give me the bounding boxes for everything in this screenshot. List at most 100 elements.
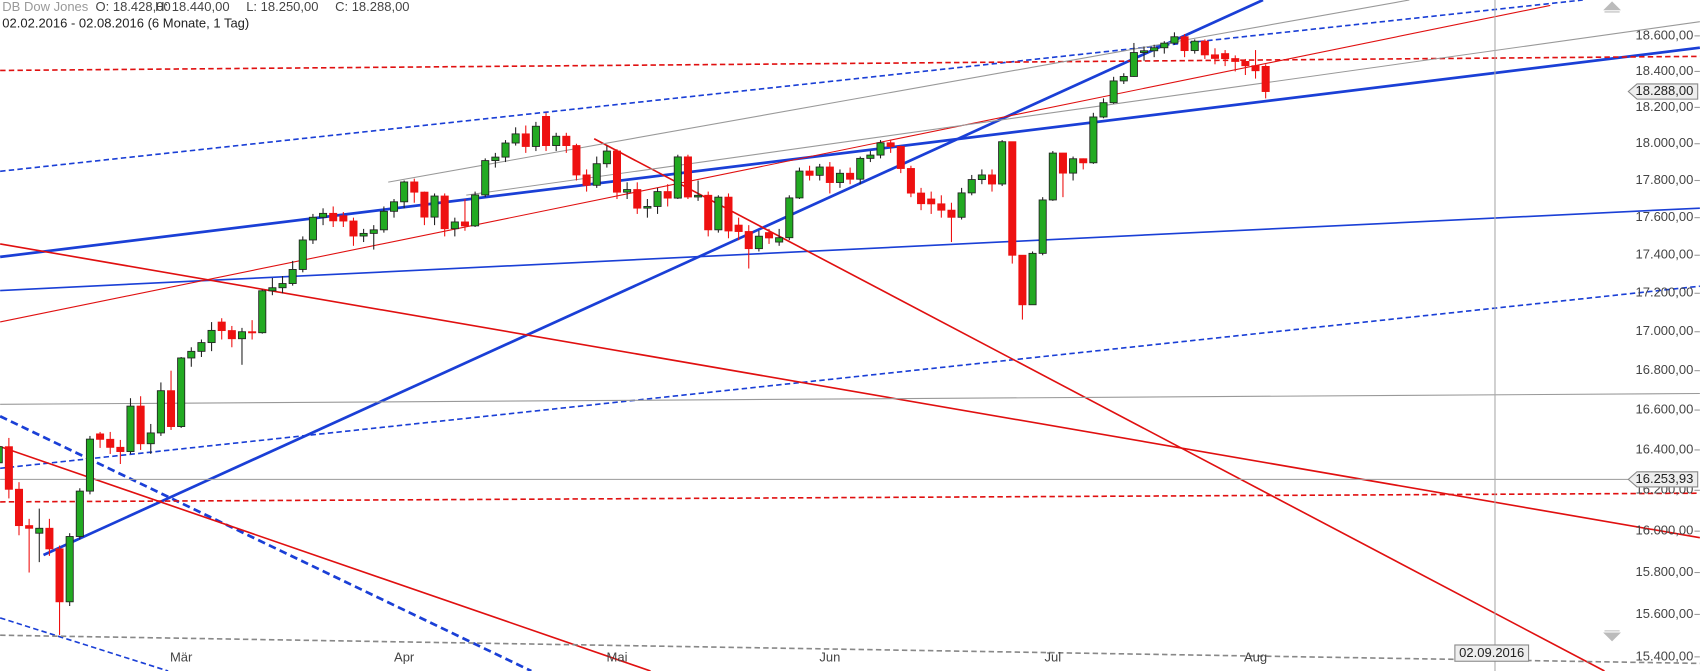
candle-body — [319, 212, 328, 218]
candle-body — [714, 196, 723, 231]
candle-body — [653, 191, 662, 207]
candle-body — [612, 150, 622, 193]
plot — [0, 32, 1270, 635]
y-tick-label: 15.400,00 — [1636, 648, 1694, 663]
candle-body — [917, 192, 926, 205]
x-tick-label: Apr — [394, 649, 415, 664]
candle-body — [937, 203, 946, 211]
candle-body — [1018, 254, 1027, 306]
candle-body — [1058, 152, 1067, 174]
y-tick-label: 16.600,00 — [1636, 401, 1694, 416]
candle-body — [1099, 102, 1108, 118]
candle-body — [987, 174, 997, 185]
candle-body — [1038, 199, 1047, 254]
y-tick-label: 18.200,00 — [1636, 99, 1694, 114]
y-tick-label: 16.400,00 — [1636, 441, 1694, 456]
candle-body — [511, 133, 520, 144]
candle-body — [420, 191, 429, 218]
y-tick-label: 17.400,00 — [1636, 247, 1694, 262]
candle-body — [1109, 80, 1118, 104]
candle-body — [288, 269, 297, 284]
candle-body — [187, 350, 196, 359]
candle-body — [957, 192, 966, 218]
trend-line — [0, 445, 651, 671]
x-tick-label: Mai — [607, 649, 628, 664]
trend-line — [0, 243, 1700, 539]
candle-body — [572, 145, 581, 176]
candle-body — [1170, 36, 1179, 44]
candle-body — [552, 135, 561, 146]
candle-body — [1079, 158, 1088, 164]
candle-body — [146, 432, 155, 445]
candle-body — [805, 170, 814, 176]
candle-body — [886, 142, 895, 147]
price-tag-label: 18.288,00 — [1636, 83, 1694, 98]
x-tick-label: Jul — [1045, 649, 1062, 664]
candle-body — [633, 189, 642, 209]
candle-body — [967, 179, 976, 194]
y-tick-label: 16.000,00 — [1636, 523, 1694, 538]
candle-body — [977, 174, 986, 180]
scroll-up-icon[interactable] — [1603, 1, 1621, 13]
candle-body — [1200, 40, 1209, 56]
y-tick-label: 18.400,00 — [1636, 63, 1694, 78]
candle-body — [471, 194, 480, 227]
candle-body — [663, 191, 672, 199]
candle-body — [876, 142, 885, 156]
candle-body — [390, 201, 399, 212]
candle-body — [227, 330, 236, 340]
candle-body — [1089, 116, 1098, 164]
candle-body — [1180, 36, 1189, 52]
candle-body — [1140, 50, 1149, 53]
trend-line — [0, 55, 1700, 72]
ohlc-low: L: 18.250,00 — [246, 0, 318, 14]
candle-body — [582, 174, 591, 186]
candle-body — [724, 196, 733, 232]
candle-body — [369, 229, 378, 234]
candle-body — [896, 146, 905, 169]
candle-body — [410, 181, 419, 193]
candle-body — [694, 194, 703, 198]
candle-body — [85, 438, 94, 492]
candle-body — [1210, 54, 1219, 59]
ohlc-close: C: 18.288,00 — [335, 0, 409, 14]
candle-body — [754, 235, 763, 250]
trend-line — [0, 46, 1700, 259]
candle-body — [430, 195, 439, 218]
candle-body — [825, 166, 834, 183]
candle-body — [521, 133, 530, 147]
candle-body — [602, 150, 611, 165]
scroll-down-icon[interactable] — [1603, 630, 1621, 642]
candle-body — [846, 172, 855, 180]
candle-body — [491, 156, 500, 162]
candle-body — [785, 197, 794, 239]
candle-body — [866, 154, 875, 159]
candle-body — [25, 525, 34, 529]
candle-body — [1150, 47, 1159, 52]
candle-body — [217, 321, 226, 332]
candle-body — [14, 488, 24, 527]
candle-body — [136, 405, 145, 445]
candle-body — [734, 224, 743, 232]
candle-body — [126, 405, 135, 452]
price-tag — [1627, 471, 1699, 488]
ohlc-open: O: 18.428,00 — [96, 0, 171, 14]
candle-body — [116, 446, 125, 452]
price-tag — [1627, 83, 1699, 100]
candle-body — [744, 231, 753, 250]
candle-body — [1028, 252, 1037, 306]
candle-body — [96, 433, 105, 440]
candle-body — [704, 194, 713, 231]
candle-body — [683, 156, 692, 198]
candle-body — [65, 536, 74, 603]
candle-body — [562, 135, 571, 146]
candle-body — [258, 290, 267, 334]
candle-body — [339, 215, 348, 222]
candle-body — [815, 166, 824, 176]
candle-body — [106, 438, 115, 448]
candle-body — [268, 287, 277, 292]
trend-line — [0, 492, 1700, 503]
y-tick-label: 16.800,00 — [1636, 362, 1694, 377]
